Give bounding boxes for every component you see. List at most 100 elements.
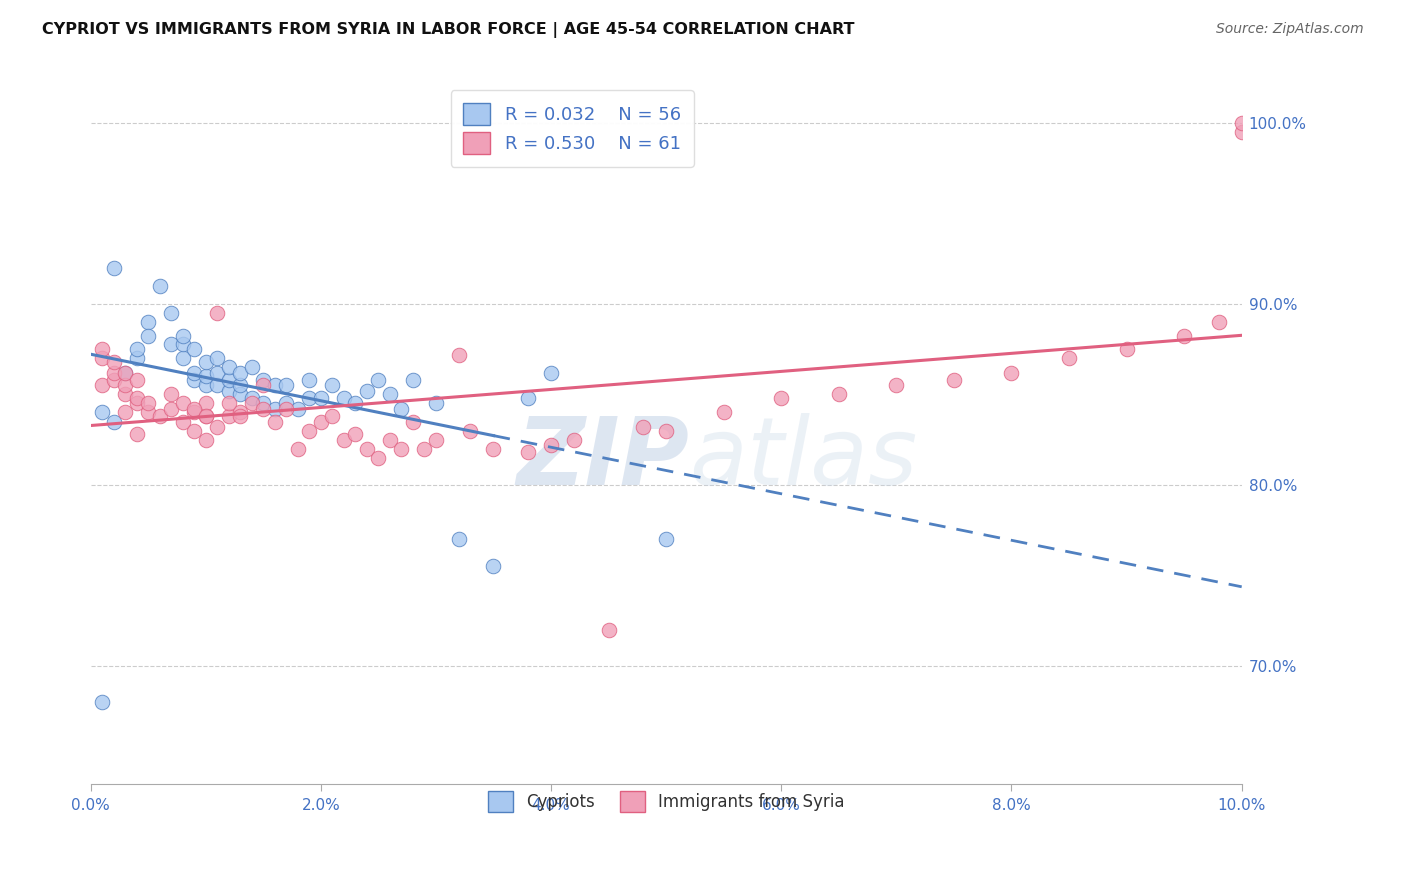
Point: [114, 366, 136, 380]
Point: [218, 409, 240, 423]
Point: [114, 378, 136, 392]
Point: [218, 384, 240, 398]
Point: [655, 424, 678, 438]
Point: [183, 401, 205, 416]
Point: [1000, 366, 1022, 380]
Point: [598, 623, 620, 637]
Point: [229, 366, 252, 380]
Point: [402, 373, 425, 387]
Point: [425, 396, 447, 410]
Point: [263, 415, 285, 429]
Point: [240, 391, 263, 405]
Point: [91, 351, 114, 366]
Point: [207, 306, 229, 320]
Point: [229, 387, 252, 401]
Point: [125, 342, 148, 356]
Point: [886, 378, 908, 392]
Point: [631, 420, 654, 434]
Point: [136, 405, 159, 419]
Point: [136, 396, 159, 410]
Point: [207, 378, 229, 392]
Point: [114, 387, 136, 401]
Point: [160, 387, 183, 401]
Point: [125, 396, 148, 410]
Point: [378, 387, 401, 401]
Point: [276, 396, 298, 410]
Point: [482, 442, 505, 456]
Point: [91, 405, 114, 419]
Point: [298, 391, 321, 405]
Point: [1208, 315, 1230, 329]
Point: [333, 391, 356, 405]
Point: [229, 378, 252, 392]
Point: [287, 442, 309, 456]
Point: [149, 409, 172, 423]
Point: [517, 445, 540, 459]
Point: [114, 366, 136, 380]
Point: [207, 366, 229, 380]
Point: [540, 366, 562, 380]
Point: [263, 401, 285, 416]
Text: atlas: atlas: [689, 413, 918, 504]
Point: [194, 355, 217, 369]
Point: [103, 373, 125, 387]
Point: [160, 336, 183, 351]
Point: [402, 415, 425, 429]
Point: [287, 401, 309, 416]
Point: [183, 342, 205, 356]
Point: [183, 424, 205, 438]
Point: [389, 442, 412, 456]
Point: [240, 396, 263, 410]
Point: [425, 433, 447, 447]
Point: [263, 378, 285, 392]
Point: [655, 533, 678, 547]
Text: Source: ZipAtlas.com: Source: ZipAtlas.com: [1216, 22, 1364, 37]
Point: [378, 433, 401, 447]
Point: [321, 378, 343, 392]
Point: [183, 373, 205, 387]
Point: [229, 409, 252, 423]
Point: [367, 373, 389, 387]
Point: [447, 533, 470, 547]
Point: [344, 396, 367, 410]
Point: [517, 391, 540, 405]
Point: [194, 409, 217, 423]
Point: [562, 433, 585, 447]
Point: [172, 351, 194, 366]
Point: [540, 438, 562, 452]
Point: [252, 373, 274, 387]
Point: [298, 424, 321, 438]
Point: [276, 401, 298, 416]
Point: [207, 351, 229, 366]
Point: [136, 329, 159, 343]
Point: [103, 415, 125, 429]
Point: [229, 405, 252, 419]
Point: [252, 378, 274, 392]
Point: [321, 409, 343, 423]
Point: [1057, 351, 1080, 366]
Point: [103, 260, 125, 275]
Point: [298, 373, 321, 387]
Point: [91, 342, 114, 356]
Point: [125, 391, 148, 405]
Point: [333, 433, 356, 447]
Point: [309, 391, 332, 405]
Point: [1115, 342, 1137, 356]
Point: [194, 433, 217, 447]
Point: [136, 315, 159, 329]
Point: [194, 378, 217, 392]
Point: [91, 695, 114, 709]
Point: [160, 306, 183, 320]
Point: [460, 424, 482, 438]
Point: [91, 378, 114, 392]
Point: [252, 396, 274, 410]
Point: [149, 278, 172, 293]
Point: [103, 355, 125, 369]
Point: [1230, 116, 1253, 130]
Point: [207, 420, 229, 434]
Text: CYPRIOT VS IMMIGRANTS FROM SYRIA IN LABOR FORCE | AGE 45-54 CORRELATION CHART: CYPRIOT VS IMMIGRANTS FROM SYRIA IN LABO…: [42, 22, 855, 38]
Point: [309, 415, 332, 429]
Point: [356, 384, 378, 398]
Point: [172, 396, 194, 410]
Point: [1173, 329, 1195, 343]
